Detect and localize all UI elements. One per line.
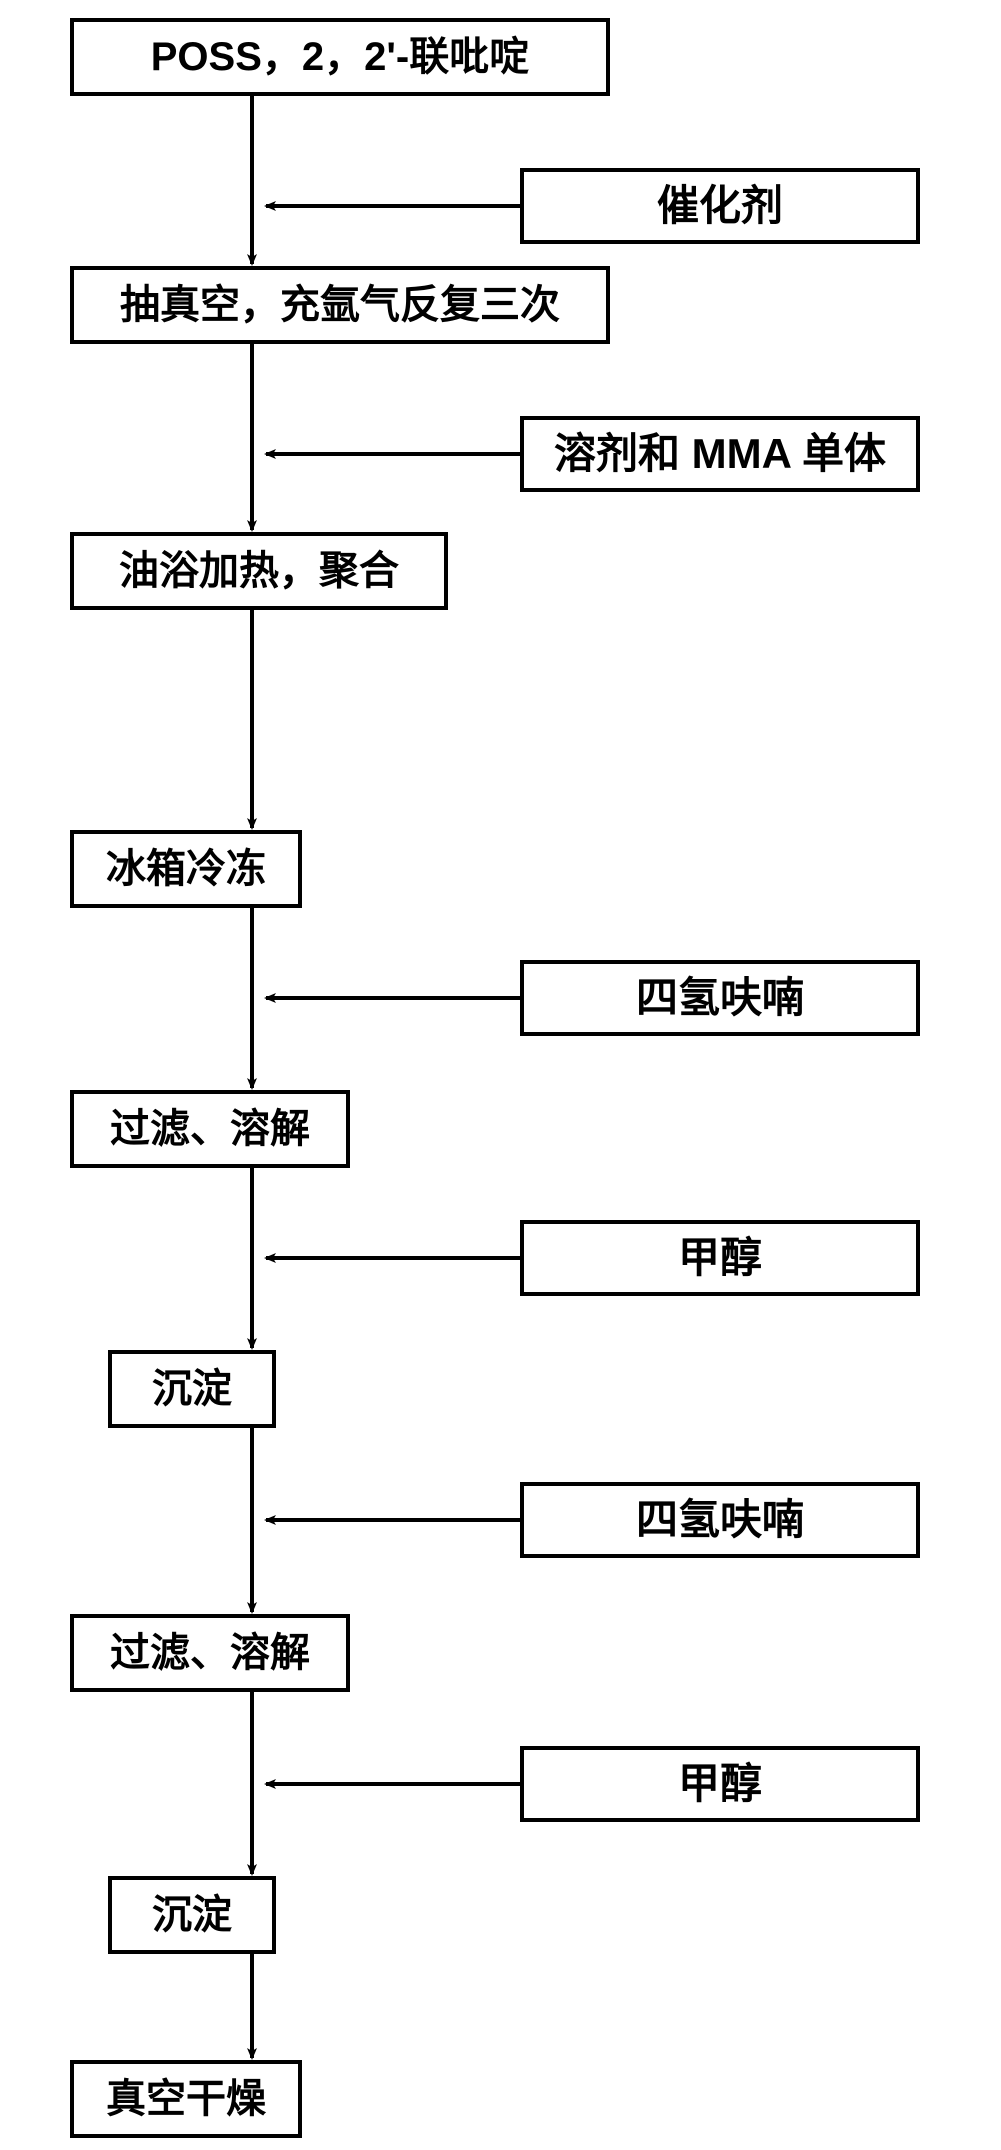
flow-node-n6: 冰箱冷冻 (70, 830, 302, 908)
flow-node-n15: 真空干燥 (70, 2060, 302, 2138)
flow-node-label: 沉淀 (152, 1893, 232, 1937)
flow-node-n7: 四氢呋喃 (520, 960, 920, 1036)
flow-node-label: 真空干燥 (106, 2077, 266, 2121)
flow-node-n2: 催化剂 (520, 168, 920, 244)
flow-node-n13: 甲醇 (520, 1746, 920, 1822)
flow-node-label: 四氢呋喃 (636, 975, 804, 1021)
flowchart-canvas: POSS，2，2'-联吡啶催化剂抽真空，充氩气反复三次溶剂和 MMA 单体油浴加… (0, 0, 1001, 2150)
flow-node-label: 油浴加热，聚合 (119, 549, 399, 593)
flow-node-n10: 沉淀 (108, 1350, 276, 1428)
flow-node-n3: 抽真空，充氩气反复三次 (70, 266, 610, 344)
flow-node-n8: 过滤、溶解 (70, 1090, 350, 1168)
flow-node-label: 抽真空，充氩气反复三次 (120, 283, 560, 327)
flow-node-label: POSS，2，2'-联吡啶 (151, 35, 529, 79)
flow-node-label: 四氢呋喃 (636, 1497, 804, 1543)
flow-node-n1: POSS，2，2'-联吡啶 (70, 18, 610, 96)
flow-node-label: 过滤、溶解 (110, 1107, 310, 1151)
flow-node-n4: 溶剂和 MMA 单体 (520, 416, 920, 492)
flow-node-label: 甲醇 (678, 1235, 762, 1281)
flow-node-n9: 甲醇 (520, 1220, 920, 1296)
flow-node-label: 溶剂和 MMA 单体 (554, 431, 886, 477)
flow-node-label: 冰箱冷冻 (106, 847, 266, 891)
flow-node-label: 催化剂 (657, 183, 783, 229)
flow-node-label: 沉淀 (152, 1367, 232, 1411)
flow-node-label: 甲醇 (678, 1761, 762, 1807)
flow-node-n12: 过滤、溶解 (70, 1614, 350, 1692)
flow-node-n5: 油浴加热，聚合 (70, 532, 448, 610)
flow-node-n11: 四氢呋喃 (520, 1482, 920, 1558)
flow-node-label: 过滤、溶解 (110, 1631, 310, 1675)
flow-node-n14: 沉淀 (108, 1876, 276, 1954)
